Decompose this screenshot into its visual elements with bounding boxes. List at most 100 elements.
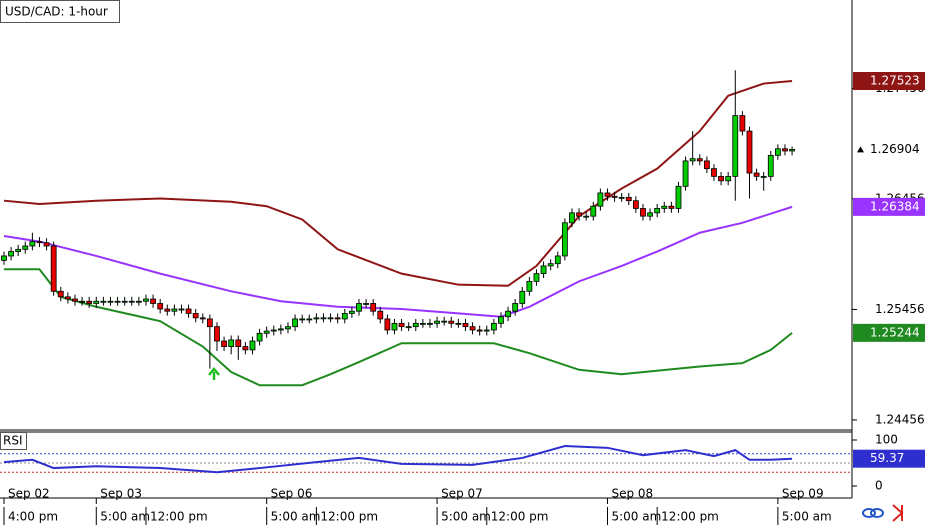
candle-body <box>214 326 220 342</box>
y-tick-label: 1.24456 <box>875 412 925 426</box>
indicator-line <box>3 444 793 474</box>
candle-body <box>753 172 760 177</box>
value-marker <box>853 197 925 216</box>
candle-body <box>490 322 497 331</box>
candle-body <box>107 300 114 303</box>
candle-body <box>604 192 611 197</box>
candle-body <box>703 160 710 170</box>
candle-body <box>391 322 398 331</box>
value-marker <box>853 449 925 468</box>
candle-body <box>64 296 71 300</box>
value-marker-label: 1.26384 <box>870 199 920 213</box>
date-label: Sep 07 <box>441 487 483 501</box>
candle-body <box>143 298 149 302</box>
x-tick-label: 5:00 am <box>100 510 150 524</box>
signal-arrow <box>208 367 220 380</box>
rsi-title-box <box>0 432 27 450</box>
candle-body <box>320 317 327 320</box>
link-icon[interactable] <box>862 508 884 518</box>
link-icon-ring <box>870 508 884 518</box>
candle-body <box>789 149 795 152</box>
candle-body <box>270 329 277 332</box>
candle-body <box>483 329 490 332</box>
candle-body <box>611 195 618 198</box>
candle-body <box>462 322 469 328</box>
candle-body <box>93 300 100 304</box>
candle-body <box>150 298 156 304</box>
candle-body <box>363 303 369 305</box>
candle-body <box>547 263 554 267</box>
candle-body <box>448 320 455 324</box>
y-tick-label: 1.25456 <box>875 302 925 316</box>
candle-body <box>43 242 50 247</box>
candle-body <box>519 290 526 304</box>
candle-body <box>348 310 355 314</box>
candle-body <box>1 255 7 261</box>
candle-body <box>767 154 774 177</box>
candle-body <box>114 300 121 303</box>
candle-body <box>341 313 348 320</box>
candle-body <box>8 251 14 257</box>
candle-body <box>256 332 263 342</box>
candle-body <box>412 322 419 328</box>
candle-body <box>505 310 511 318</box>
candle-body <box>86 300 93 304</box>
scroll-end-icon[interactable] <box>892 504 904 522</box>
candle-body <box>561 222 568 257</box>
chart-title: USD/CAD: 1-hour <box>5 5 108 19</box>
link-icon-ring <box>862 508 876 518</box>
date-label: Sep 08 <box>611 487 653 501</box>
candle-body <box>164 308 171 312</box>
candle-body <box>746 130 753 174</box>
candle-body <box>356 303 362 312</box>
rsi-panel <box>0 444 852 474</box>
rsi-title: RSI <box>3 434 23 448</box>
candle-body <box>292 318 298 328</box>
candle-body <box>469 326 476 331</box>
value-marker <box>853 72 925 91</box>
candle-body <box>15 248 22 252</box>
candle-body <box>398 322 405 328</box>
last-price-marker <box>853 140 925 159</box>
candle-body <box>185 308 192 314</box>
x-tick-label: 5:00 am <box>611 510 661 524</box>
candle-body <box>590 205 597 217</box>
y-tick-label: 100 <box>875 433 898 447</box>
x-tick-label: 12:00 pm <box>320 510 378 524</box>
candle-body <box>72 298 78 302</box>
candle-body <box>36 241 43 244</box>
candle-body <box>121 300 128 303</box>
candle-body <box>533 273 540 282</box>
x-tick-label: 4:00 pm <box>8 510 58 524</box>
candle-body <box>569 212 575 224</box>
title-box <box>0 0 120 23</box>
candle-body <box>327 317 334 320</box>
x-tick-label: 12:00 pm <box>491 510 549 524</box>
indicator-line <box>3 268 793 387</box>
candle-body <box>377 310 384 320</box>
candle-body <box>419 322 426 325</box>
candle-body <box>675 185 682 209</box>
candle-body <box>554 255 561 265</box>
candle-body <box>405 326 412 329</box>
candle-body <box>632 200 639 209</box>
value-marker-label: 59.37 <box>870 451 904 465</box>
candle-body <box>263 330 270 334</box>
x-tick-label: 5:00 am <box>271 510 321 524</box>
candle-body <box>79 300 85 303</box>
candle-body <box>22 245 29 250</box>
candle-body <box>654 208 661 214</box>
candle-body <box>57 290 64 298</box>
candle-body <box>625 196 632 202</box>
candle-body <box>647 212 653 217</box>
candle-body <box>313 317 320 320</box>
value-marker-label: 1.27523 <box>870 74 920 88</box>
candle-body <box>540 265 547 275</box>
candle-body <box>760 175 767 178</box>
candle-body <box>682 160 689 187</box>
candle-body <box>583 215 590 218</box>
